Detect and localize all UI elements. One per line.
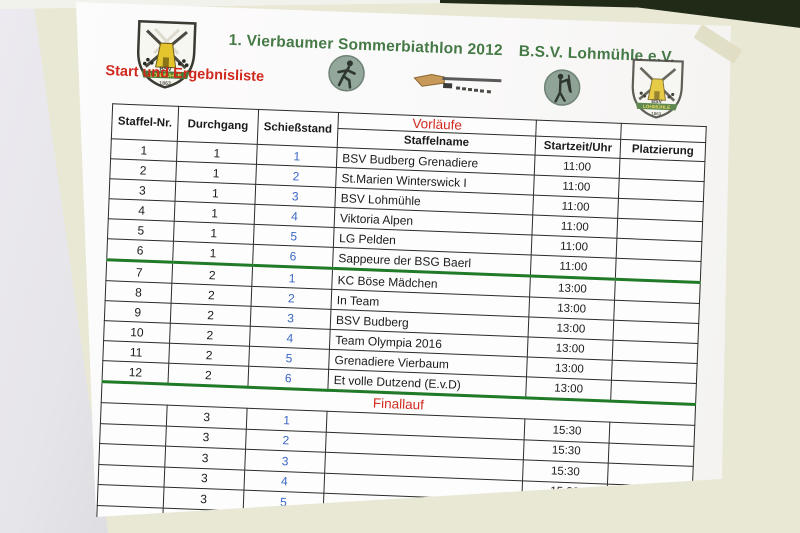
finallauf-rows: 3 1 15:30 3 2 15:30 3 3 15:30 3 4 15:30 … [96,402,695,533]
staffel-nr-cell: 2 [109,158,177,182]
staffel-nr-cell: 3 [109,178,176,202]
event-title: 1. Vierbaumer Sommerbiathlon 2012 B.S.V. … [228,32,675,67]
badge-line2: LOHMÜHLE [642,103,671,111]
staffel-nr-cell: 11 [102,340,170,364]
badge-line3: 1863 [651,111,662,116]
club-crest-icon: BSV LOHMÜHLE 1863 [137,19,197,89]
platzierung-cell [605,504,692,517]
badge-line3: 1863 [159,81,171,87]
badge-line1: BSV [159,67,172,73]
schiessstand-cell: 6 [247,366,329,391]
staffel-nr-cell [100,402,168,426]
biathlon-shooter-icon [543,69,581,106]
vorlaeufe-rows: 1 1 1 BSV Budberg Grenadiere 11:00 2 1 2… [102,138,705,405]
schiessstand-cell: 6 [252,244,334,269]
rifle-icon [413,74,502,94]
badge-line2: LOHMÜHLE [149,72,181,80]
board-top-edge [0,0,470,9]
startzeit-cell: 15:30 [520,521,606,533]
badge-line1: BSV [651,99,663,105]
schiessstand-cell: 5 [243,490,324,514]
staffel-nr-cell [99,423,167,447]
platzierung-cell [605,525,691,533]
durchgang-cell: 2 [171,262,253,287]
column-header-durchgang: Durchgang [177,106,259,145]
startzeit-cell: 15:30 [521,480,608,505]
schiessstand-cell: 1 [251,265,333,290]
column-header-staffel-nr: Staffel-Nr. [111,103,179,142]
staffel-nr-cell: 6 [106,238,174,263]
staffel-nr-cell [98,464,165,488]
staffel-nr-cell: 7 [105,259,173,284]
durchgang-cell: 2 [167,363,249,388]
staffel-nr-cell: 12 [102,360,169,385]
staffel-nr-cell: 4 [108,198,175,222]
club-crest-icon: BSV LOHMÜHLE 1863 [631,58,684,119]
schiessstand-cell: 6 [242,510,324,517]
staffel-nr-cell: 8 [105,280,172,304]
durchgang-cell: 1 [172,241,254,266]
results-table: Staffel-Nr. Durchgang Schießstand Vorläu… [95,103,707,533]
staffel-nr-cell [97,484,165,508]
start-result-list-label: Start und Ergebnisliste [105,63,265,86]
results-sheet-content: BSV LOHMÜHLE 1863 1. Vierbaumer Sommerbi… [76,4,730,533]
staffel-nr-cell [98,443,166,467]
runner-icon [328,55,365,92]
column-header-schiessstand: Schießstand [257,109,339,148]
staffel-nr-cell: 1 [110,138,178,162]
staffelname-cell [323,493,522,517]
staffel-nr-cell: 10 [103,320,171,344]
staffelname-cell [322,513,521,517]
staffel-nr-cell: 9 [104,300,172,324]
startzeit-cell: 15:30 [520,500,607,517]
platzierung-cell [606,483,693,508]
staffel-nr-cell: 5 [107,218,175,242]
table-row: 3 6 15:30 [96,505,691,533]
durchgang-cell: 3 [162,507,244,517]
